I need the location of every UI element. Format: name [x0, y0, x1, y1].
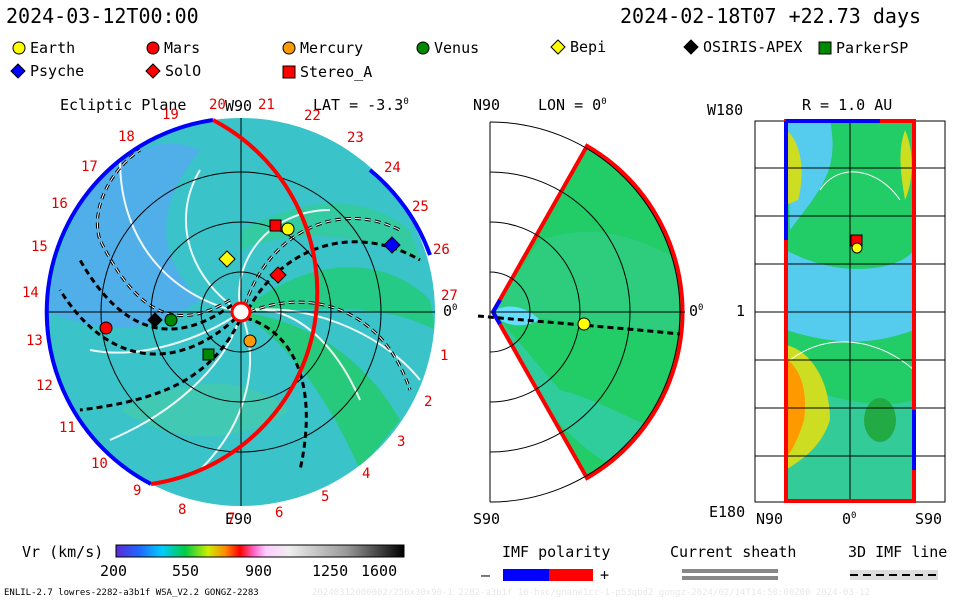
legend-psyche: Psyche: [10, 62, 84, 80]
vr-colorbar: [115, 544, 405, 558]
ecliptic-lat: LAT = -3.30: [313, 96, 409, 114]
carrington-12: 12: [36, 378, 53, 394]
psyche-marker: [383, 236, 401, 254]
ecliptic-top-label: W90: [225, 97, 253, 115]
legend-stereo-a: Stereo_A: [282, 63, 372, 81]
carrington-16: 16: [51, 196, 68, 212]
colorbar-label: Vr (km/s): [22, 543, 104, 561]
sphere-radius: R = 1.0 AU: [802, 96, 893, 114]
carrington-7: 7: [227, 511, 236, 527]
legend-bepi: Bepi: [550, 38, 606, 56]
carrington-26: 26: [433, 242, 450, 258]
sphere-bottom-left: E180: [709, 503, 746, 521]
imf-minus: –: [481, 566, 491, 584]
legend-mars: Mars: [146, 39, 200, 57]
carrington-20: 20: [209, 97, 226, 113]
carrington-10: 10: [91, 456, 108, 472]
osiris-apex-icon: [683, 39, 699, 55]
carrington-3: 3: [397, 434, 406, 450]
carrington-13: 13: [26, 333, 43, 349]
ecliptic-right-label: 00: [443, 302, 458, 320]
ecliptic-panel: [44, 118, 435, 506]
mercury-icon: [282, 41, 296, 55]
earth-marker: [281, 222, 295, 236]
stereo-a-icon: [282, 65, 296, 79]
sphere-bottom-s: S90: [915, 510, 943, 528]
sphere-top-left: W180: [707, 101, 744, 119]
bepi-marker: [218, 250, 236, 268]
mars-icon: [146, 41, 160, 55]
footer-right: 20240312000002/256x30x90-1 2282-a3b1f 16…: [312, 588, 871, 598]
carrington-6: 6: [275, 505, 284, 521]
sphere-bottom-zero: 00: [842, 510, 857, 528]
legend-parkersp: ParkerSP: [818, 39, 908, 57]
carrington-9: 9: [133, 483, 142, 499]
carrington-17: 17: [81, 159, 98, 175]
legend-venus: Venus: [416, 39, 479, 57]
imf-label: IMF polarity: [502, 543, 611, 561]
meridional-top-label: N90: [473, 96, 501, 114]
carrington-27: 27: [441, 288, 458, 304]
legend-osiris-apex: OSIRIS-APEX: [683, 38, 802, 56]
legend-earth: Earth: [12, 39, 75, 57]
carrington-19: 19: [162, 107, 179, 123]
carrington-22: 22: [304, 108, 321, 124]
imf-line-label: 3D IMF line: [848, 543, 948, 561]
carrington-21: 21: [258, 97, 275, 113]
colorbar-tick-1600: 1600: [361, 562, 398, 580]
meridional-lon: LON = 00: [538, 96, 607, 114]
colorbar-tick-200: 200: [100, 562, 128, 580]
ecliptic-bottom-label: E90: [225, 510, 253, 528]
psyche-icon: [10, 63, 26, 79]
earth-icon: [12, 41, 26, 55]
carrington-14: 14: [22, 285, 39, 301]
time-right: 2024-02-18T07 +22.73 days: [620, 4, 922, 28]
meridional-right-label: 00: [689, 302, 704, 320]
footer-left: ENLIL-2.7 lowres-2282-a3b1f WSA_V2.2 GON…: [4, 588, 259, 598]
carrington-11: 11: [59, 420, 76, 436]
carrington-8: 8: [178, 502, 187, 518]
carrington-23: 23: [347, 130, 364, 146]
ecliptic-title: Ecliptic Plane: [60, 96, 187, 114]
legend-mercury: Mercury: [282, 39, 363, 57]
meridional-bottom-label: S90: [473, 510, 501, 528]
stereo-a-marker: [269, 219, 282, 232]
parkersp-marker: [202, 348, 215, 361]
venus-marker: [164, 313, 178, 327]
carrington-5: 5: [321, 489, 330, 505]
colorbar-tick-1250: 1250: [312, 562, 349, 580]
carrington-4: 4: [362, 466, 371, 482]
mars-marker: [99, 321, 113, 335]
venus-icon: [416, 41, 430, 55]
sheath-label: Current sheath: [670, 543, 797, 561]
colorbar-tick-900: 900: [245, 562, 273, 580]
carrington-18: 18: [118, 129, 135, 145]
imf-plus: +: [600, 566, 610, 584]
bepi-icon: [550, 39, 566, 55]
osiris-apex-marker: [147, 312, 163, 328]
carrington-2: 2: [424, 394, 433, 410]
carrington-15: 15: [31, 239, 48, 255]
sphere-mid-left: 1: [736, 302, 746, 320]
time-left: 2024-03-12T00:00: [6, 4, 199, 28]
imf-negative: [503, 569, 549, 581]
sphere-bottom-n: N90: [756, 510, 784, 528]
legend-solo: SolO: [145, 62, 201, 80]
solo-icon: [145, 63, 161, 79]
earth-meridional-marker: [577, 317, 591, 331]
imf-positive: [549, 569, 593, 581]
earth-sphere-marker: [851, 242, 863, 254]
mercury-marker: [243, 334, 257, 348]
solo-marker: [269, 266, 287, 284]
sphere-panel: [754, 119, 946, 503]
colorbar-tick-550: 550: [172, 562, 200, 580]
parkersp-icon: [818, 41, 832, 55]
carrington-1: 1: [440, 348, 449, 364]
carrington-24: 24: [384, 160, 401, 176]
carrington-25: 25: [412, 199, 429, 215]
